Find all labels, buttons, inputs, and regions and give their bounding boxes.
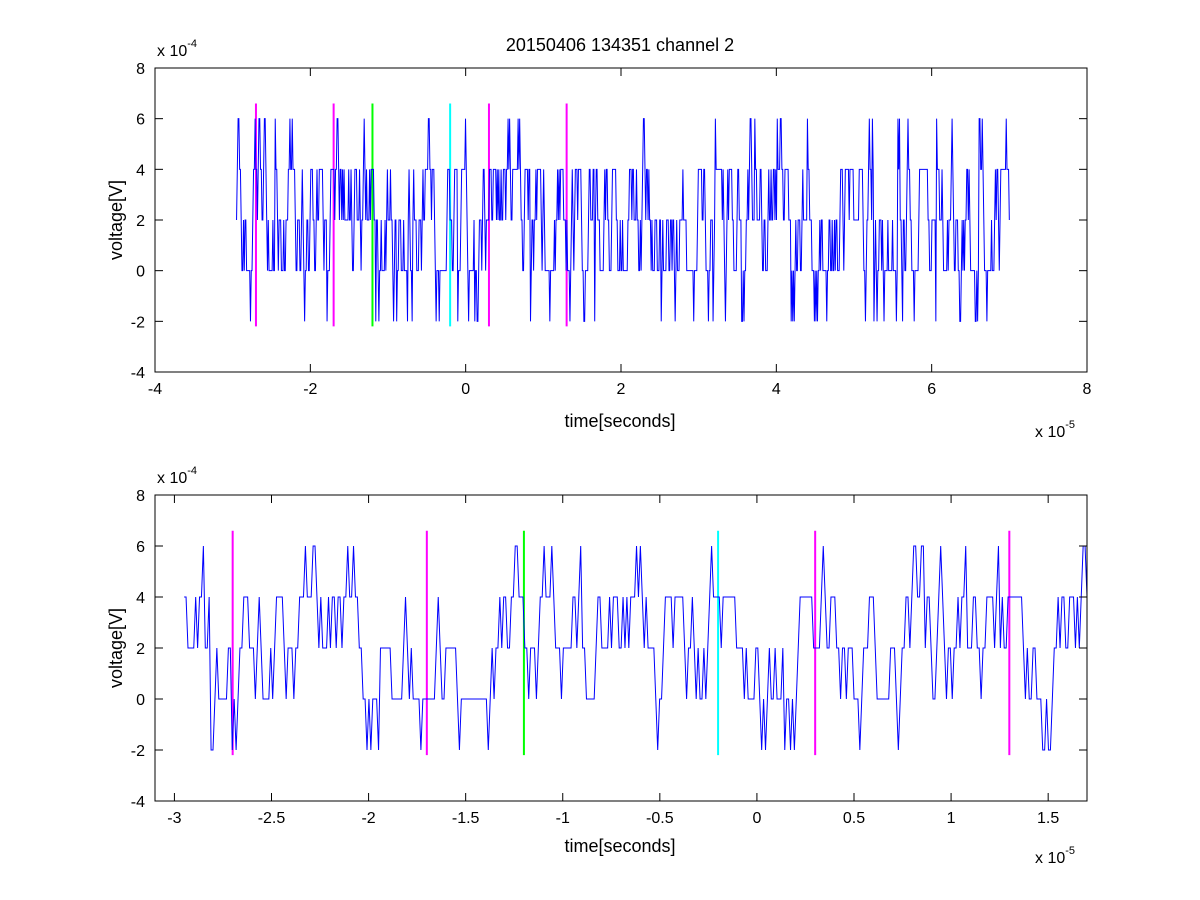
top-plot-y-ticks: -4 -2 0 2 4 6 8 — [131, 61, 1087, 382]
bottom-plot-x-tick-label: -2 — [361, 810, 375, 827]
bottom-plot-y-tick-label: -4 — [131, 794, 145, 811]
top-plot-x-tick-label: 6 — [927, 381, 936, 398]
bottom-plot-x-tick-label: -3 — [167, 810, 181, 827]
top-plot-x-multiplier-base: x 10 — [1035, 424, 1065, 441]
top-plot-x-axis-label: time[seconds] — [564, 411, 675, 431]
bottom-plot-y-tick-label: 8 — [136, 488, 145, 505]
bottom-plot-x-tick-label: -1.5 — [452, 810, 480, 827]
top-plot: -4 -2 0 2 4 6 8 -4 -2 0 2 4 6 8 time[seconds] voltag… — [106, 38, 1092, 441]
bottom-plot-x-tick-label: 0 — [752, 810, 761, 827]
bottom-plot-x-tick-label: 0.5 — [843, 810, 865, 827]
top-plot-signal-line — [236, 118, 1010, 322]
top-plot-y-tick-label: -2 — [131, 314, 145, 331]
bottom-plot-y-multiplier-exp: -4 — [187, 465, 197, 477]
bottom-plot-y-tick-label: 4 — [136, 590, 145, 607]
top-plot-x-tick-label: -4 — [148, 381, 162, 398]
bottom-plot-x-tick-label: 1.5 — [1037, 810, 1059, 827]
top-plot-y-axis-label: voltage[V] — [106, 180, 126, 260]
bottom-plot-y-tick-label: -2 — [131, 743, 145, 760]
bottom-plot-x-multiplier: x 10-5 — [1035, 845, 1075, 867]
bottom-plot-signal-line — [184, 545, 1088, 751]
top-plot-x-tick-label: 4 — [772, 381, 781, 398]
bottom-plot-series — [184, 545, 1088, 751]
bottom-plot-x-ticks: -3 -2.5 -2 -1.5 -1 -0.5 0 0.5 1 1.5 — [167, 495, 1059, 827]
bottom-plot-y-tick-label: 6 — [136, 539, 145, 556]
top-plot-series — [236, 118, 1010, 322]
bottom-plot-x-tick-label: -2.5 — [258, 810, 286, 827]
bottom-plot-x-multiplier-exp: -5 — [1065, 845, 1075, 857]
bottom-plot-y-tick-label: 0 — [136, 692, 145, 709]
top-plot-x-multiplier-exp: -5 — [1065, 419, 1075, 431]
top-plot-y-tick-label: 2 — [136, 213, 145, 230]
bottom-plot-y-tick-label: 2 — [136, 641, 145, 658]
bottom-plot-y-axis-label: voltage[V] — [106, 608, 126, 688]
top-plot-y-tick-label: -4 — [131, 365, 145, 382]
bottom-plot: -3 -2.5 -2 -1.5 -1 -0.5 0 0.5 1 1.5 -4 -2 0 2 4 6 8 tim… — [106, 465, 1088, 867]
bottom-plot-markers — [231, 530, 1011, 756]
top-plot-y-multiplier-exp: -4 — [187, 38, 197, 50]
figure-title: 20150406 134351 channel 2 — [506, 35, 734, 55]
top-plot-x-tick-label: 8 — [1083, 381, 1092, 398]
bottom-plot-x-axis-label: time[seconds] — [564, 836, 675, 856]
top-plot-x-multiplier: x 10-5 — [1035, 419, 1075, 441]
top-plot-y-multiplier-base: x 10 — [157, 43, 187, 60]
bottom-plot-y-multiplier: x 10-4 — [157, 465, 197, 487]
top-plot-x-ticks: -4 -2 0 2 4 6 8 — [148, 68, 1092, 398]
top-plot-y-tick-label: 8 — [136, 61, 145, 78]
bottom-plot-x-tick-label: -1 — [556, 810, 570, 827]
top-plot-y-tick-label: 6 — [136, 112, 145, 129]
top-plot-y-tick-label: 4 — [136, 162, 145, 179]
bottom-plot-x-tick-label: 1 — [947, 810, 956, 827]
top-plot-y-tick-label: 0 — [136, 264, 145, 281]
bottom-plot-x-tick-label: -0.5 — [646, 810, 674, 827]
top-plot-y-multiplier: x 10-4 — [157, 38, 197, 60]
top-plot-x-tick-label: 0 — [461, 381, 470, 398]
top-plot-x-tick-label: -2 — [303, 381, 317, 398]
top-plot-x-tick-label: 2 — [617, 381, 626, 398]
bottom-plot-y-ticks: -4 -2 0 2 4 6 8 — [131, 488, 1087, 811]
bottom-plot-y-multiplier-base: x 10 — [157, 470, 187, 487]
bottom-plot-x-multiplier-base: x 10 — [1035, 850, 1065, 867]
